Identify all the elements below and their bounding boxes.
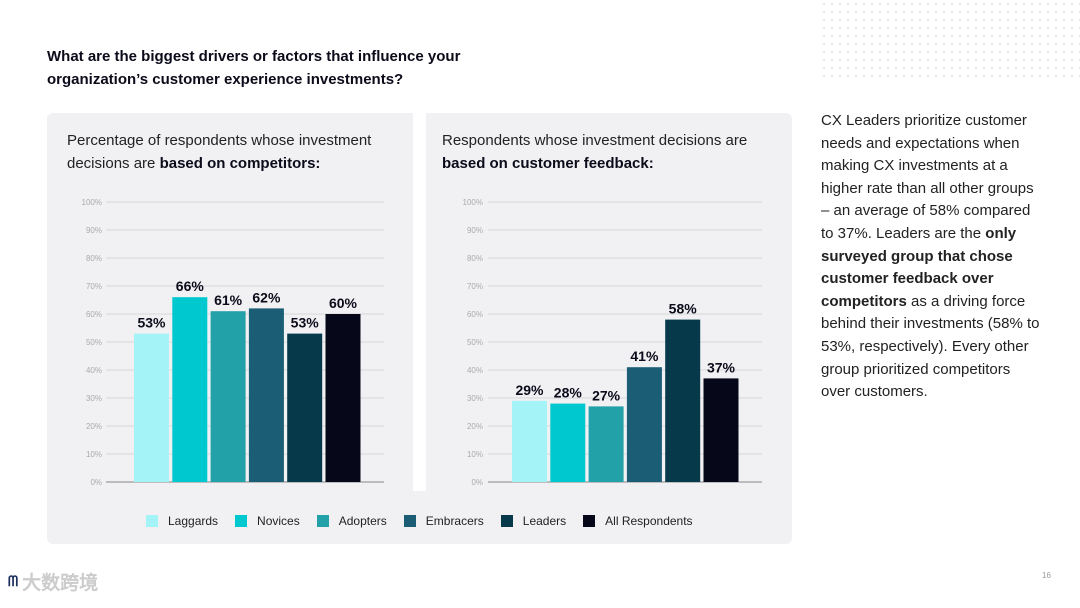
bar-all-respondents [703, 378, 739, 482]
y-tick-label: 100% [82, 198, 102, 207]
legend-label: Leaders [522, 514, 567, 528]
bar-adopters [210, 311, 246, 482]
data-label: 53% [137, 315, 166, 331]
legend-swatch [235, 515, 248, 527]
legend-swatch [146, 515, 158, 527]
legend-swatch [403, 515, 416, 527]
data-label: 28% [554, 385, 583, 401]
bar-novices [172, 297, 208, 482]
y-tick-label: 60% [467, 310, 483, 319]
y-tick-label: 40% [86, 366, 102, 375]
legend: Laggards Novices Adopters Embracers Leaders A… [146, 514, 710, 528]
legend-item: All Respondents [583, 514, 693, 528]
y-tick-label: 40% [467, 366, 483, 375]
data-label: 60% [329, 295, 358, 311]
y-tick-label: 0% [471, 478, 483, 487]
y-tick-label: 30% [86, 394, 102, 403]
page-number: 16 [1042, 571, 1051, 580]
chart-1-title: Percentage of respondents whose investme… [67, 129, 407, 175]
bar-leaders [287, 333, 323, 482]
legend-item: Laggards [146, 514, 218, 528]
y-tick-label: 20% [467, 422, 483, 431]
bar-embracers [626, 367, 662, 482]
bar-laggards [134, 333, 169, 482]
y-tick-label: 90% [86, 226, 102, 235]
data-label: 66% [176, 278, 205, 294]
data-label: 27% [592, 387, 621, 403]
data-label: 62% [252, 289, 281, 305]
legend-item: Embracers [403, 514, 484, 528]
bar-embracers [248, 308, 284, 482]
side-commentary: CX Leaders prioritize customer needs and… [821, 110, 1041, 404]
y-tick-label: 70% [86, 282, 102, 291]
legend-swatch [316, 515, 329, 527]
y-tick-label: 70% [467, 282, 483, 291]
legend-label: All Respondents [605, 514, 693, 528]
legend-label: Embracers [425, 514, 484, 528]
y-tick-label: 80% [467, 254, 483, 263]
legend-label: Novices [257, 514, 300, 528]
side-text-bold: only surveyed group that chose customer … [821, 224, 1017, 310]
question-heading: What are the biggest drivers or factors … [47, 48, 461, 88]
legend-swatch [500, 515, 513, 527]
y-tick-label: 90% [467, 226, 483, 235]
bar-all-respondents [325, 314, 361, 482]
side-text-1: CX Leaders prioritize customer needs and… [821, 112, 1034, 242]
chart-1-title-bold: based on competitors: [159, 155, 321, 172]
data-label: 53% [291, 315, 320, 331]
y-tick-label: 30% [467, 394, 483, 403]
data-label: 41% [630, 348, 659, 364]
y-tick-label: 60% [86, 310, 102, 319]
legend-label: Adopters [338, 514, 387, 528]
y-tick-label: 20% [86, 422, 102, 431]
bar-leaders [665, 319, 701, 482]
watermark-text: 大数跨境 [22, 573, 99, 594]
chart-1-title-text: Percentage of respondents whose investme… [67, 132, 372, 172]
chart-2-title-bold: based on customer feedback: [442, 155, 654, 172]
data-label: 58% [669, 301, 698, 317]
chart-2-title-text: Respondents whose investment decisions a… [442, 132, 748, 149]
legend-label: Laggards [168, 514, 219, 528]
y-tick-label: 50% [467, 338, 483, 347]
bar-laggards [512, 400, 547, 482]
legend-item: Adopters [316, 514, 387, 528]
watermark-logo: ᗰ 大数跨境 [8, 568, 98, 595]
legend-item: Novices [235, 514, 300, 528]
chart-2-title: Respondents whose investment decisions a… [442, 129, 782, 175]
panel-divider [413, 113, 426, 491]
data-label: 29% [515, 382, 544, 398]
legend-item: Leaders [500, 514, 567, 528]
legend-swatch [583, 515, 596, 527]
data-label: 61% [214, 292, 243, 308]
dot-pattern-decoration [820, 0, 1080, 80]
y-tick-label: 0% [90, 478, 102, 487]
y-tick-label: 10% [86, 450, 102, 459]
bar-adopters [588, 406, 624, 482]
logo-mark-icon: ᗰ [8, 573, 19, 589]
y-tick-label: 50% [86, 338, 102, 347]
y-tick-label: 10% [467, 450, 483, 459]
y-tick-label: 100% [463, 198, 483, 207]
data-label: 37% [707, 359, 736, 375]
bar-novices [550, 403, 586, 482]
side-text-2: as a driving force behind their investme… [821, 292, 1040, 401]
y-tick-label: 80% [86, 254, 102, 263]
